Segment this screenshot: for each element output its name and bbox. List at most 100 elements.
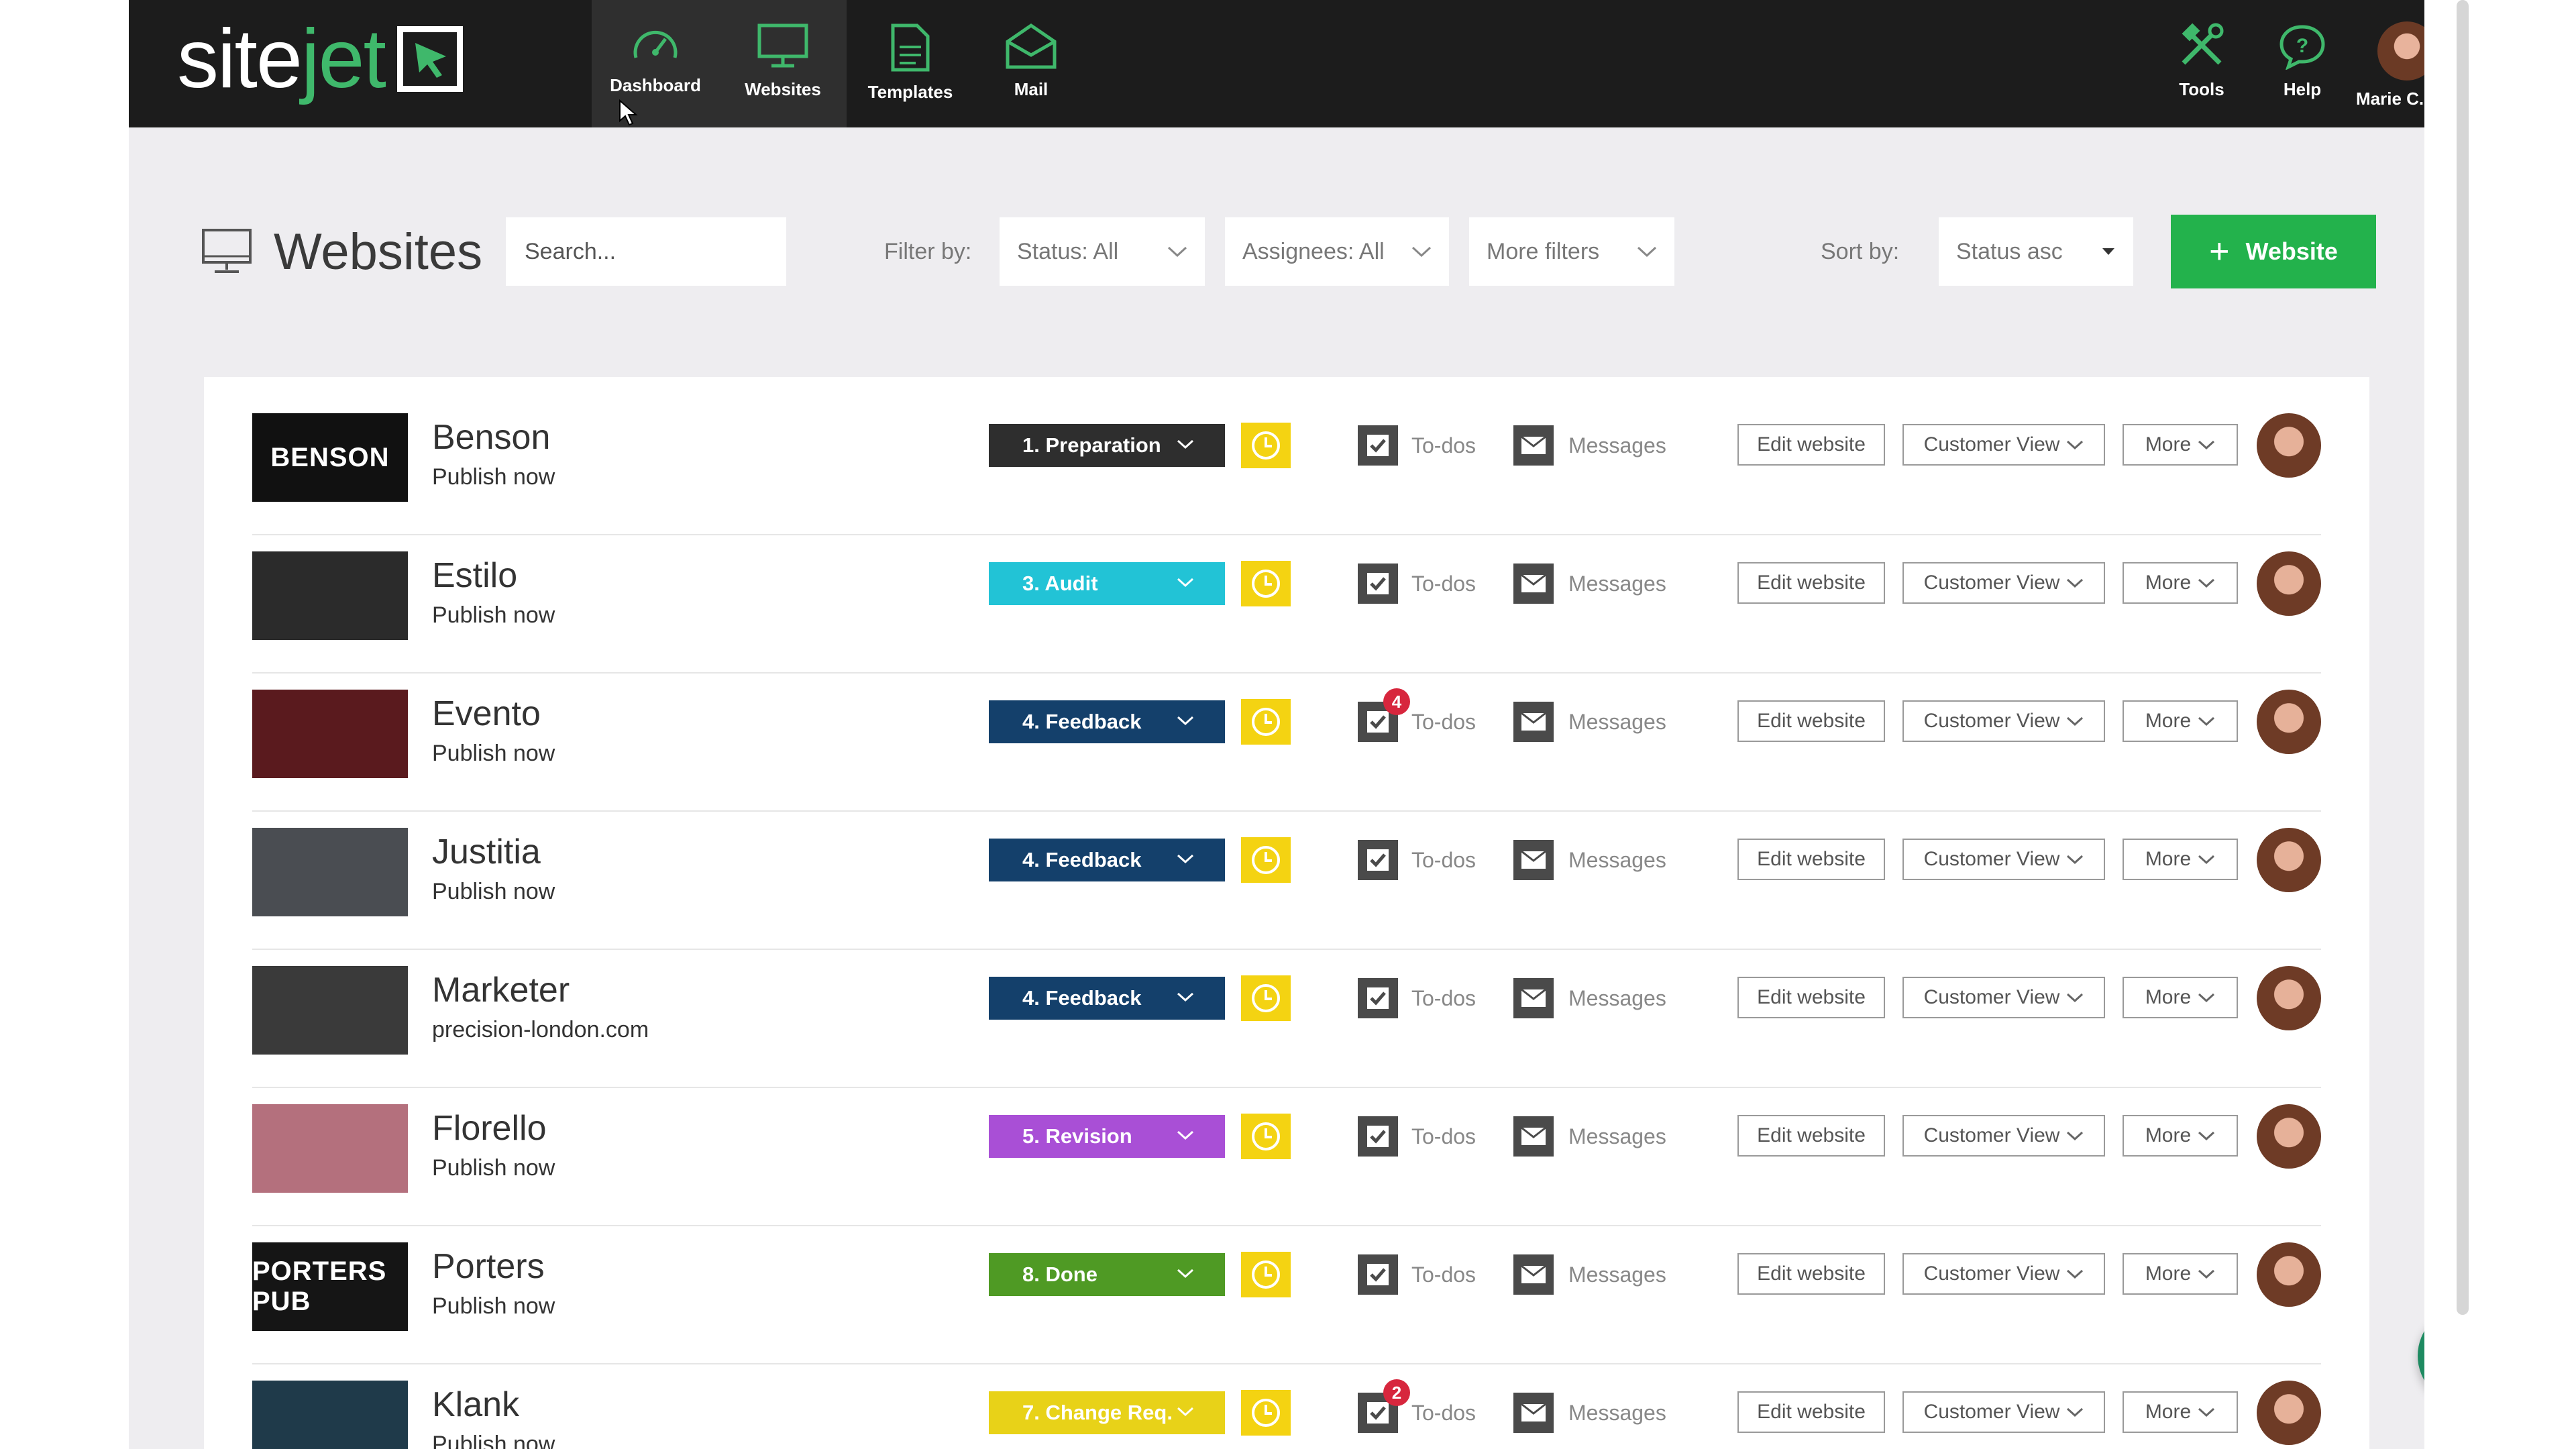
sitejet-logo[interactable]: sitejet bbox=[177, 17, 463, 101]
customer-view-button[interactable]: Customer View bbox=[1902, 1115, 2105, 1157]
website-name[interactable]: Justitia bbox=[432, 833, 541, 871]
more-button[interactable]: More bbox=[2123, 1253, 2238, 1295]
nav-websites[interactable]: Websites bbox=[719, 0, 847, 127]
status-dropdown[interactable]: 8. Done bbox=[989, 1253, 1225, 1296]
customer-view-button[interactable]: Customer View bbox=[1902, 1253, 2105, 1295]
assignee-avatar[interactable] bbox=[2257, 828, 2321, 892]
website-name[interactable]: Evento bbox=[432, 694, 541, 733]
todos-link[interactable]: To-dos bbox=[1358, 840, 1476, 880]
messages-link[interactable]: Messages bbox=[1513, 564, 1666, 604]
website-thumbnail[interactable]: BENSON bbox=[252, 413, 408, 502]
status-dropdown[interactable]: 3. Audit bbox=[989, 562, 1225, 605]
website-subtitle[interactable]: Publish now bbox=[432, 741, 555, 766]
website-thumbnail[interactable] bbox=[252, 966, 408, 1055]
status-filter-dropdown[interactable]: Status: All bbox=[1000, 217, 1205, 286]
clock-icon[interactable] bbox=[1241, 975, 1291, 1021]
customer-view-button[interactable]: Customer View bbox=[1902, 424, 2105, 466]
edit-website-button[interactable]: Edit website bbox=[1737, 700, 1885, 742]
add-website-button[interactable]: + Website bbox=[2171, 215, 2376, 288]
status-dropdown[interactable]: 7. Change Req. bbox=[989, 1391, 1225, 1434]
nav-help[interactable]: ? Help bbox=[2255, 0, 2349, 127]
todos-link[interactable]: To-dos bbox=[1358, 978, 1476, 1018]
assignee-avatar[interactable] bbox=[2257, 413, 2321, 478]
more-button[interactable]: More bbox=[2123, 1391, 2238, 1433]
edit-website-button[interactable]: Edit website bbox=[1737, 424, 1885, 466]
assignee-avatar[interactable] bbox=[2257, 966, 2321, 1030]
edit-website-button[interactable]: Edit website bbox=[1737, 1253, 1885, 1295]
website-name[interactable]: Florello bbox=[432, 1109, 547, 1148]
nav-mail[interactable]: Mail bbox=[967, 0, 1095, 127]
customer-view-button[interactable]: Customer View bbox=[1902, 977, 2105, 1018]
website-subtitle[interactable]: Publish now bbox=[432, 1293, 555, 1319]
website-subtitle[interactable]: precision-london.com bbox=[432, 1017, 649, 1042]
website-thumbnail[interactable] bbox=[252, 1104, 408, 1193]
website-thumbnail[interactable] bbox=[252, 1381, 408, 1449]
sort-select[interactable]: Status asc bbox=[1939, 217, 2133, 286]
messages-link[interactable]: Messages bbox=[1513, 425, 1666, 466]
website-thumbnail[interactable] bbox=[252, 828, 408, 916]
more-button[interactable]: More bbox=[2123, 1115, 2238, 1157]
messages-link[interactable]: Messages bbox=[1513, 1116, 1666, 1157]
website-subtitle[interactable]: Publish now bbox=[432, 602, 555, 628]
assignee-avatar[interactable] bbox=[2257, 1381, 2321, 1445]
nav-dashboard[interactable]: Dashboard bbox=[592, 0, 719, 127]
user-menu[interactable]: Marie C. ⌄ bbox=[2349, 0, 2424, 127]
status-dropdown[interactable]: 4. Feedback bbox=[989, 700, 1225, 743]
assignee-avatar[interactable] bbox=[2257, 690, 2321, 754]
edit-website-button[interactable]: Edit website bbox=[1737, 839, 1885, 880]
edit-website-button[interactable]: Edit website bbox=[1737, 1115, 1885, 1157]
website-name[interactable]: Estilo bbox=[432, 556, 518, 595]
todos-link[interactable]: To-dos bbox=[1358, 1254, 1476, 1295]
clock-icon[interactable] bbox=[1241, 1252, 1291, 1297]
status-dropdown[interactable]: 4. Feedback bbox=[989, 839, 1225, 881]
more-button[interactable]: More bbox=[2123, 562, 2238, 604]
more-button[interactable]: More bbox=[2123, 424, 2238, 466]
clock-icon[interactable] bbox=[1241, 423, 1291, 468]
todos-link[interactable]: 4 To-dos bbox=[1358, 688, 1476, 742]
edit-website-button[interactable]: Edit website bbox=[1737, 977, 1885, 1018]
messages-link[interactable]: Messages bbox=[1513, 840, 1666, 880]
website-thumbnail[interactable] bbox=[252, 551, 408, 640]
more-button[interactable]: More bbox=[2123, 700, 2238, 742]
messages-link[interactable]: Messages bbox=[1513, 1393, 1666, 1433]
customer-view-button[interactable]: Customer View bbox=[1902, 1391, 2105, 1433]
nav-templates[interactable]: Templates bbox=[847, 0, 974, 127]
edit-website-button[interactable]: Edit website bbox=[1737, 562, 1885, 604]
customer-view-button[interactable]: Customer View bbox=[1902, 700, 2105, 742]
clock-icon[interactable] bbox=[1241, 699, 1291, 745]
website-thumbnail[interactable]: PORTERS PUB bbox=[252, 1242, 408, 1331]
messages-link[interactable]: Messages bbox=[1513, 978, 1666, 1018]
nav-tools[interactable]: Tools bbox=[2155, 0, 2249, 127]
customer-view-button[interactable]: Customer View bbox=[1902, 839, 2105, 880]
todos-link[interactable]: To-dos bbox=[1358, 425, 1476, 466]
website-thumbnail[interactable] bbox=[252, 690, 408, 778]
edit-website-button[interactable]: Edit website bbox=[1737, 1391, 1885, 1433]
website-name[interactable]: Benson bbox=[432, 418, 551, 457]
todos-link[interactable]: To-dos bbox=[1358, 1116, 1476, 1157]
more-filters-dropdown[interactable]: More filters bbox=[1469, 217, 1674, 286]
assignees-filter-dropdown[interactable]: Assignees: All bbox=[1225, 217, 1449, 286]
status-dropdown[interactable]: 4. Feedback bbox=[989, 977, 1225, 1020]
website-subtitle[interactable]: Publish now bbox=[432, 464, 555, 490]
website-subtitle[interactable]: Publish now bbox=[432, 1432, 555, 1449]
more-button[interactable]: More bbox=[2123, 977, 2238, 1018]
todos-link[interactable]: To-dos bbox=[1358, 564, 1476, 604]
clock-icon[interactable] bbox=[1241, 837, 1291, 883]
assignee-avatar[interactable] bbox=[2257, 1104, 2321, 1169]
clock-icon[interactable] bbox=[1241, 1114, 1291, 1159]
website-name[interactable]: Marketer bbox=[432, 971, 570, 1010]
clock-icon[interactable] bbox=[1241, 1390, 1291, 1436]
page-scrollbar[interactable] bbox=[2457, 0, 2469, 1315]
website-name[interactable]: Porters bbox=[432, 1247, 545, 1286]
more-button[interactable]: More bbox=[2123, 839, 2238, 880]
assignee-avatar[interactable] bbox=[2257, 1242, 2321, 1307]
website-name[interactable]: Klank bbox=[432, 1385, 520, 1424]
customer-view-button[interactable]: Customer View bbox=[1902, 562, 2105, 604]
clock-icon[interactable] bbox=[1241, 561, 1291, 606]
messages-link[interactable]: Messages bbox=[1513, 1254, 1666, 1295]
status-dropdown[interactable]: 5. Revision bbox=[989, 1115, 1225, 1158]
assignee-avatar[interactable] bbox=[2257, 551, 2321, 616]
website-subtitle[interactable]: Publish now bbox=[432, 879, 555, 904]
help-button[interactable]: ? bbox=[2418, 1307, 2424, 1405]
messages-link[interactable]: Messages bbox=[1513, 702, 1666, 742]
